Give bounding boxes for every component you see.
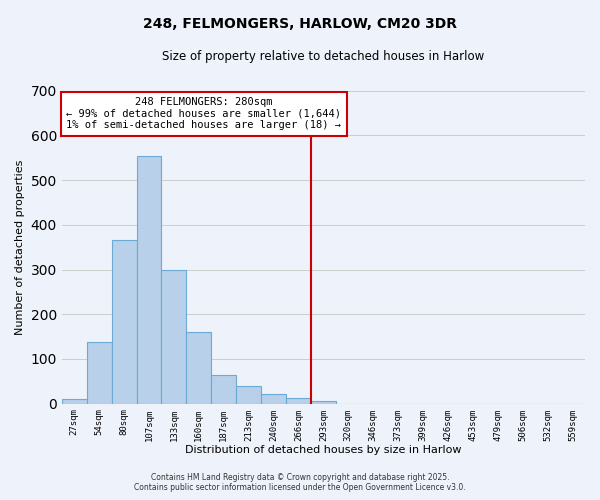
Text: 248 FELMONGERS: 280sqm
← 99% of detached houses are smaller (1,644)
1% of semi-d: 248 FELMONGERS: 280sqm ← 99% of detached… [67,98,341,130]
Text: Contains HM Land Registry data © Crown copyright and database right 2025.
Contai: Contains HM Land Registry data © Crown c… [134,473,466,492]
Bar [161,270,187,404]
Text: 248, FELMONGERS, HARLOW, CM20 3DR: 248, FELMONGERS, HARLOW, CM20 3DR [143,18,457,32]
Bar [236,386,261,404]
X-axis label: Distribution of detached houses by size in Harlow: Distribution of detached houses by size … [185,445,461,455]
Bar [137,156,161,404]
Bar [286,398,311,404]
Bar [211,374,236,404]
Bar [87,342,112,404]
Bar [187,332,211,404]
Title: Size of property relative to detached houses in Harlow: Size of property relative to detached ho… [162,50,485,63]
Bar [112,240,137,404]
Bar [311,400,336,404]
Bar [261,394,286,404]
Bar [62,399,87,404]
Y-axis label: Number of detached properties: Number of detached properties [15,160,25,335]
